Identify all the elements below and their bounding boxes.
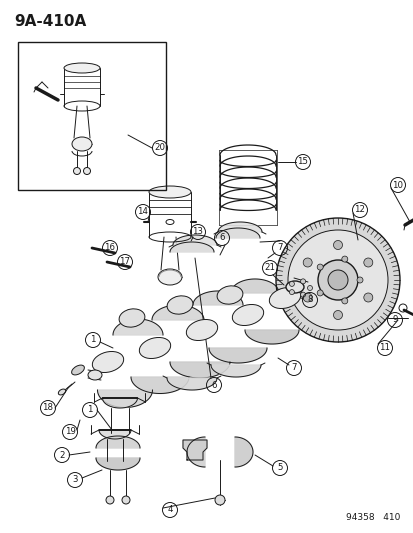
Text: 9A-410A: 9A-410A	[14, 14, 86, 29]
Circle shape	[327, 270, 347, 290]
Text: 5: 5	[277, 464, 282, 472]
Polygon shape	[170, 362, 230, 378]
Ellipse shape	[119, 309, 145, 327]
Text: 10: 10	[392, 181, 403, 190]
Circle shape	[122, 496, 130, 504]
Polygon shape	[216, 228, 259, 238]
Ellipse shape	[167, 296, 192, 314]
Circle shape	[275, 218, 399, 342]
Circle shape	[317, 260, 357, 300]
Text: 15: 15	[297, 157, 308, 166]
Ellipse shape	[186, 319, 217, 341]
Polygon shape	[192, 291, 242, 305]
Circle shape	[316, 290, 323, 296]
Ellipse shape	[232, 304, 263, 326]
Ellipse shape	[269, 287, 300, 309]
Polygon shape	[96, 458, 140, 470]
Ellipse shape	[139, 337, 170, 359]
Text: 6: 6	[211, 381, 216, 390]
Text: 3: 3	[72, 475, 78, 484]
Circle shape	[316, 264, 323, 270]
Text: 12: 12	[354, 206, 365, 214]
Ellipse shape	[285, 281, 303, 293]
Polygon shape	[230, 279, 278, 293]
Text: 1: 1	[90, 335, 95, 344]
Text: 16: 16	[104, 244, 115, 253]
Circle shape	[302, 258, 311, 267]
Circle shape	[106, 496, 114, 504]
Ellipse shape	[64, 63, 100, 73]
Polygon shape	[235, 437, 252, 467]
Circle shape	[289, 281, 294, 286]
Text: 18: 18	[43, 403, 53, 413]
Polygon shape	[166, 378, 216, 390]
Circle shape	[356, 277, 362, 283]
Text: 13: 13	[192, 228, 203, 237]
Text: 7: 7	[277, 244, 282, 253]
Circle shape	[287, 230, 387, 330]
Polygon shape	[96, 436, 140, 448]
Text: 11: 11	[379, 343, 389, 352]
Circle shape	[307, 286, 312, 290]
Circle shape	[214, 495, 224, 505]
Bar	[18, 42, 166, 190]
Circle shape	[83, 167, 90, 174]
Circle shape	[333, 311, 342, 319]
Polygon shape	[170, 242, 214, 252]
Circle shape	[289, 289, 294, 295]
Ellipse shape	[216, 286, 242, 304]
Text: 21: 21	[264, 263, 275, 272]
Circle shape	[302, 293, 311, 302]
Text: 4: 4	[167, 505, 172, 514]
Text: 1: 1	[87, 406, 93, 415]
Polygon shape	[173, 235, 216, 245]
Polygon shape	[209, 348, 266, 363]
Polygon shape	[211, 365, 260, 377]
Circle shape	[341, 298, 347, 304]
Polygon shape	[102, 398, 137, 408]
Text: 2: 2	[59, 450, 64, 459]
Ellipse shape	[72, 137, 92, 151]
Polygon shape	[152, 305, 204, 320]
Polygon shape	[218, 222, 261, 232]
Polygon shape	[97, 390, 152, 408]
Text: 94358   410: 94358 410	[345, 513, 399, 522]
Circle shape	[300, 292, 305, 297]
Circle shape	[74, 167, 80, 174]
Polygon shape	[99, 430, 131, 439]
Circle shape	[333, 240, 342, 249]
Polygon shape	[183, 440, 206, 460]
Circle shape	[341, 256, 347, 262]
Text: 8: 8	[306, 295, 312, 304]
Polygon shape	[131, 377, 189, 393]
Ellipse shape	[71, 365, 84, 375]
Ellipse shape	[92, 351, 123, 373]
Circle shape	[300, 279, 305, 284]
Text: 20: 20	[154, 143, 165, 152]
Polygon shape	[187, 437, 204, 467]
Ellipse shape	[158, 269, 182, 285]
Circle shape	[363, 293, 372, 302]
Ellipse shape	[149, 186, 190, 198]
Ellipse shape	[88, 370, 102, 380]
Text: 7: 7	[291, 364, 296, 373]
Polygon shape	[244, 330, 298, 344]
Text: 17: 17	[119, 257, 130, 266]
Text: 19: 19	[64, 427, 75, 437]
Text: 14: 14	[137, 207, 148, 216]
Polygon shape	[113, 319, 163, 335]
Text: 9: 9	[392, 316, 397, 325]
Text: 6: 6	[219, 233, 224, 243]
Circle shape	[363, 258, 372, 267]
Ellipse shape	[58, 389, 66, 395]
